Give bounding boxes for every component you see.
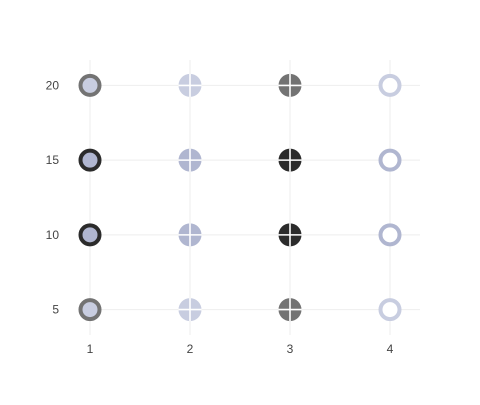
- marker-circle-cross-x3-y20: [278, 73, 302, 97]
- marker-circle-open-x4-y15: [378, 148, 402, 172]
- grid-layer: [80, 60, 420, 335]
- markers: [78, 73, 402, 322]
- marker-shape: [78, 73, 102, 97]
- tick-labels: 1 2 3 4 5 10 15 20: [46, 78, 394, 356]
- x-tick-label: 1: [87, 342, 94, 356]
- marker-circle-open-x4-y20: [378, 73, 402, 97]
- marker-shape: [78, 223, 102, 247]
- marker-shape: [378, 73, 402, 97]
- marker-circle-cross-x2-y15: [178, 148, 202, 172]
- marker-circle-open-x4-y5: [378, 298, 402, 322]
- marker-circle-x1-y15: [78, 148, 102, 172]
- marker-shape: [378, 298, 402, 322]
- marker-circle-x1-y5: [78, 298, 102, 322]
- y-tick-label: 20: [46, 78, 60, 92]
- marker-shape: [78, 298, 102, 322]
- marker-shape: [378, 223, 402, 247]
- marker-shape: [78, 148, 102, 172]
- marker-circle-x1-y20: [78, 73, 102, 97]
- y-tick-label: 10: [46, 228, 60, 242]
- x-tick-label: 4: [387, 342, 394, 356]
- y-tick-label: 15: [46, 153, 60, 167]
- x-tick-label: 3: [287, 342, 294, 356]
- marker-circle-cross-x2-y5: [178, 298, 202, 322]
- marker-circle-x1-y10: [78, 223, 102, 247]
- marker-circle-cross-x3-y10: [278, 223, 302, 247]
- marker-circle-cross-x3-y15: [278, 148, 302, 172]
- x-tick-label: 2: [187, 342, 194, 356]
- marker-shape: [378, 148, 402, 172]
- marker-circle-cross-x2-y10: [178, 223, 202, 247]
- marker-circle-open-x4-y10: [378, 223, 402, 247]
- y-tick-label: 5: [52, 303, 59, 317]
- marker-circle-cross-x2-y20: [178, 73, 202, 97]
- marker-circle-cross-x3-y5: [278, 298, 302, 322]
